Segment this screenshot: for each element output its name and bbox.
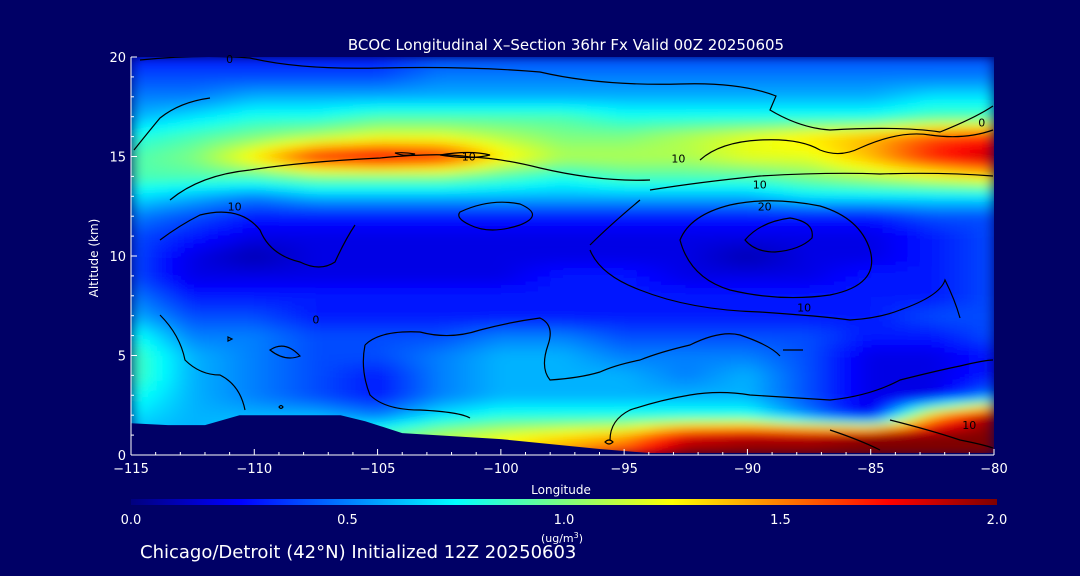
x-tick-label: −115 xyxy=(113,462,149,477)
contour-label: 10 xyxy=(753,178,767,191)
x-axis-label: Longitude xyxy=(531,483,591,497)
x-tick-label: −95 xyxy=(610,462,637,477)
y-axis: 0 5 10 15 20 xyxy=(109,51,137,464)
x-tick-label: −110 xyxy=(236,462,272,477)
y-tick-label: 10 xyxy=(109,250,126,265)
contour-label: 0 xyxy=(312,314,319,327)
contour-label: 0 xyxy=(226,53,233,66)
x-tick-label: −105 xyxy=(360,462,396,477)
colorbar-tick-label: 1.0 xyxy=(554,513,575,528)
contour-label: 0 xyxy=(978,117,985,130)
colorbar-tick-label: 1.5 xyxy=(770,513,791,528)
y-axis-label: Altitude (km) xyxy=(87,219,101,298)
contour-label: 10 xyxy=(462,151,476,164)
y-tick-label: 0 xyxy=(118,449,126,464)
colorbar-tick-label: 2.0 xyxy=(987,513,1008,528)
contour-labels: 0 0 10 10 10 10 20 0 10 10 xyxy=(226,53,985,432)
x-tick-label: −90 xyxy=(734,462,761,477)
x-axis: −115 −110 −105 −100 −95 −90 −85 −80 xyxy=(113,449,1008,477)
x-tick-label: −100 xyxy=(483,462,519,477)
contour-lines xyxy=(133,57,994,451)
concentration-field xyxy=(131,57,994,455)
contour-label: 20 xyxy=(758,200,772,213)
contour-label: 10 xyxy=(228,200,242,213)
contour-label: 10 xyxy=(671,153,685,166)
y-tick-label: 5 xyxy=(118,350,126,365)
contour-label: 10 xyxy=(797,302,811,315)
colorbar-units: (ug/m3) xyxy=(541,531,583,545)
colorbar-tick-label: 0.0 xyxy=(121,513,142,528)
footer-caption: Chicago/Detroit (42°N) Initialized 12Z 2… xyxy=(140,542,577,563)
x-tick-label: −80 xyxy=(980,462,1007,477)
colorbar: 0.0 0.5 1.0 1.5 2.0 (ug/m3) xyxy=(121,499,1008,545)
contour-label: 10 xyxy=(962,419,976,432)
terrain-mask xyxy=(131,415,994,455)
y-tick-label: 20 xyxy=(109,51,126,66)
colorbar-gradient xyxy=(131,499,997,505)
chart-title: BCOC Longitudinal X–Section 36hr Fx Vali… xyxy=(348,36,784,54)
y-tick-label: 15 xyxy=(109,151,126,166)
x-tick-label: −85 xyxy=(857,462,884,477)
colorbar-tick-label: 0.5 xyxy=(337,513,358,528)
